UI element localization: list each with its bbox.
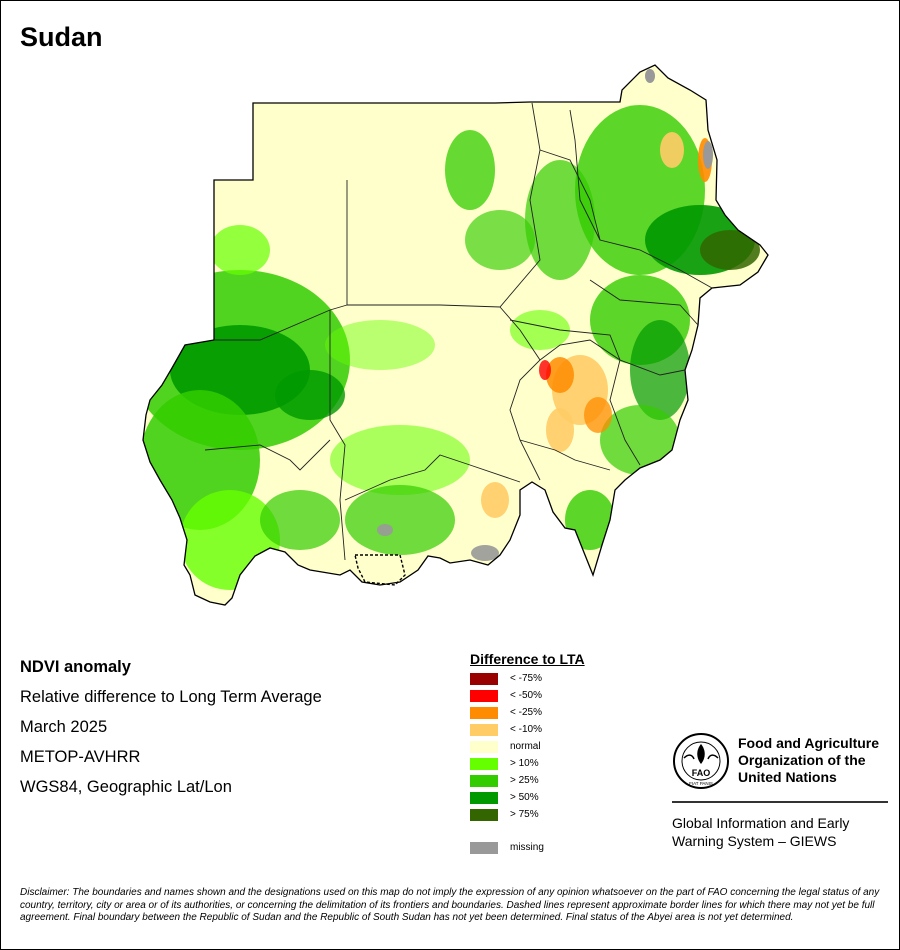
- legend-item: < -50%: [470, 688, 585, 705]
- legend-item: < -25%: [470, 705, 585, 722]
- fao-logo-motto: FIAT PANIS: [689, 781, 713, 786]
- legend-swatch: [470, 775, 498, 787]
- legend-label: > 75%: [510, 809, 539, 820]
- legend-label: > 50%: [510, 792, 539, 803]
- map-info: NDVI anomaly Relative difference to Long…: [20, 655, 322, 805]
- legend-swatch: [470, 724, 498, 736]
- legend-label: > 10%: [510, 758, 539, 769]
- info-description: Relative difference to Long Term Average: [20, 688, 322, 706]
- info-sensor: METOP-AVHRR: [20, 748, 141, 766]
- legend-item: > 25%: [470, 773, 585, 790]
- info-product: NDVI anomaly: [20, 658, 131, 676]
- page-title: Sudan: [20, 22, 103, 52]
- legend-swatch: [470, 690, 498, 702]
- legend-label: < -25%: [510, 707, 542, 718]
- fao-name-line1: Food and Agriculture: [738, 735, 880, 751]
- legend-swatch: [470, 758, 498, 770]
- fao-divider: [672, 801, 888, 803]
- legend-label: < -75%: [510, 673, 542, 684]
- legend-swatch: [470, 792, 498, 804]
- legend-title: Difference to LTA: [470, 651, 585, 667]
- info-projection: WGS84, Geographic Lat/Lon: [20, 778, 232, 796]
- legend-item: > 75%: [470, 807, 585, 824]
- legend-swatch: [470, 741, 498, 753]
- fao-name: Food and Agriculture Organization of the…: [738, 735, 898, 786]
- fao-name-line3: United Nations: [738, 769, 837, 785]
- legend-label: < -10%: [510, 724, 542, 735]
- info-date: March 2025: [20, 718, 108, 736]
- legend-label: < -50%: [510, 690, 542, 701]
- map-legend: Difference to LTA < -75% < -50% < -25% < -1…: [470, 651, 585, 857]
- legend-item: normal: [470, 739, 585, 756]
- legend-swatch: [470, 809, 498, 821]
- fao-name-line2: Organization of the: [738, 752, 866, 768]
- legend-swatch: [470, 707, 498, 719]
- legend-swatch: [470, 673, 498, 685]
- ndvi-map: [142, 64, 769, 606]
- fao-logo-icon: FAO FIAT PANIS: [673, 733, 729, 789]
- legend-item: < -10%: [470, 722, 585, 739]
- legend-item: < -75%: [470, 671, 585, 688]
- legend-label: normal: [510, 741, 541, 752]
- fao-logo-text: FAO: [692, 768, 711, 778]
- giews-line2: Warning System – GIEWS: [672, 833, 837, 849]
- legend-label: missing: [510, 842, 544, 853]
- legend-item: > 50%: [470, 790, 585, 807]
- disclaimer: Disclaimer: The boundaries and names sho…: [20, 887, 880, 923]
- legend-swatch: [470, 842, 498, 854]
- legend-item-missing: missing: [470, 840, 585, 857]
- giews-line1: Global Information and Early: [672, 815, 850, 831]
- legend-item: > 10%: [470, 756, 585, 773]
- giews-label: Global Information and Early Warning Sys…: [672, 814, 892, 850]
- legend-label: > 25%: [510, 775, 539, 786]
